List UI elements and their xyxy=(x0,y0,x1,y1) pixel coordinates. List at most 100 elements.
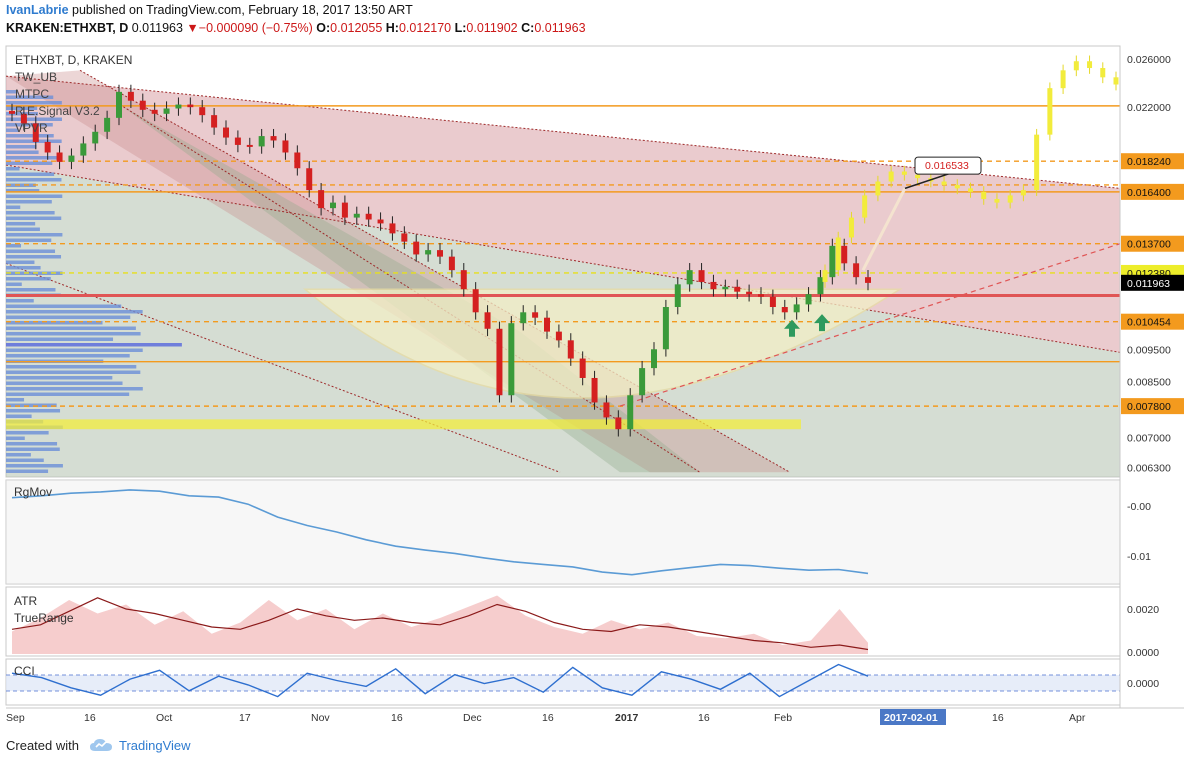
candle-body xyxy=(341,202,348,218)
candle-body xyxy=(520,312,527,324)
price-candle xyxy=(781,299,788,320)
vpvr-bar xyxy=(6,277,51,281)
projection-body xyxy=(994,198,1000,203)
candle-body xyxy=(377,219,384,224)
vpvr-bar xyxy=(6,442,58,446)
price-candle xyxy=(627,388,634,437)
price-candle xyxy=(223,120,229,145)
candle-body xyxy=(532,312,539,318)
cci-axis-label: 0.0000 xyxy=(1127,678,1159,690)
footer: Created with TradingView xyxy=(6,737,191,753)
price-axis-tag xyxy=(1121,153,1184,170)
projection-body xyxy=(981,191,987,199)
cci-line xyxy=(11,663,869,698)
tradingview-brand-link[interactable]: TradingView xyxy=(118,737,191,753)
candle-body xyxy=(104,117,111,132)
price-candle xyxy=(270,128,277,148)
price-candle xyxy=(662,299,669,357)
projection-body xyxy=(968,188,973,192)
author-link[interactable]: IvanLabrie xyxy=(6,3,69,17)
candle-body xyxy=(306,168,313,191)
candle-body xyxy=(68,155,75,162)
forecast-arrow xyxy=(861,187,907,271)
vpvr-bar xyxy=(6,95,54,99)
candle-body xyxy=(187,104,194,108)
projection-candle xyxy=(1073,55,1079,77)
vpvr-bar xyxy=(6,354,130,358)
projection-candle xyxy=(835,231,841,276)
vpvr-bar xyxy=(6,370,141,374)
price-candle xyxy=(865,270,871,291)
vpvr-bar xyxy=(6,431,49,435)
vpvr-bar xyxy=(6,409,61,413)
candle-body xyxy=(627,395,634,430)
price-axis-label: 0.022000 xyxy=(1127,102,1171,114)
price-candle xyxy=(139,93,146,118)
price-candle xyxy=(116,84,122,126)
projection-candle xyxy=(1100,62,1106,84)
vpvr-bar xyxy=(6,381,123,385)
price-candle xyxy=(496,321,503,403)
vpvr-bar xyxy=(6,249,56,253)
price-candle xyxy=(639,360,646,403)
low-label: L: xyxy=(454,21,467,35)
projection-body xyxy=(915,174,921,179)
candle-body xyxy=(270,136,277,141)
price-axis-tag xyxy=(1121,183,1184,200)
projection-candle xyxy=(1034,128,1040,196)
candle-body xyxy=(389,223,396,234)
projection-candle xyxy=(822,264,828,288)
vpvr-bar xyxy=(6,134,54,138)
projection-body xyxy=(941,181,947,185)
vpvr-bar xyxy=(6,211,55,215)
price-candle xyxy=(199,100,206,123)
chart-canvas[interactable]: 0.016533 ETHXBT, D, KRAKEN TW_UB MTPC R.E.Si… xyxy=(0,40,1184,730)
candle-body xyxy=(615,417,622,430)
candle-body xyxy=(484,312,491,329)
price-candle xyxy=(413,234,420,262)
vpvr-bar xyxy=(6,101,62,105)
vpvr-bar xyxy=(6,117,62,121)
candle-body xyxy=(282,140,289,153)
time-axis-label: Sep xyxy=(6,712,25,724)
open-value: 0.012055 xyxy=(330,21,383,35)
price-axis-label: 0.010454 xyxy=(1127,317,1171,329)
truerange-title: TrueRange xyxy=(14,611,74,625)
candle-body xyxy=(734,286,741,292)
price-candle xyxy=(722,279,729,297)
time-axis-label: Dec xyxy=(463,712,482,724)
vpvr-bar xyxy=(6,387,143,391)
candle-body xyxy=(80,143,87,156)
price-candle xyxy=(805,287,812,312)
candle-body xyxy=(163,108,170,114)
price-candle xyxy=(841,238,848,271)
price-candle xyxy=(92,124,99,151)
time-axis-label: 16 xyxy=(542,712,554,724)
candle-body xyxy=(746,291,753,295)
price-candle xyxy=(532,305,539,325)
vpvr-bar xyxy=(6,123,53,127)
candle-body xyxy=(330,202,336,209)
projection-candle xyxy=(848,211,854,244)
price-candle xyxy=(591,370,598,410)
vpvr-bar xyxy=(6,145,37,149)
vpvr-bar xyxy=(6,216,62,220)
price-candle xyxy=(234,130,241,153)
price-axis-label: 0.026000 xyxy=(1127,54,1171,66)
vpvr-bar xyxy=(6,315,131,319)
projection-candle xyxy=(954,179,960,195)
candle-body xyxy=(32,123,39,142)
time-axis-label: 16 xyxy=(992,712,1004,724)
price-axis-label: 0.018240 xyxy=(1127,156,1171,168)
price-candle xyxy=(9,103,15,122)
vpvr-bar xyxy=(6,332,141,336)
candle-body xyxy=(318,190,325,209)
vpvr-bar xyxy=(6,464,63,468)
candle-body xyxy=(567,340,574,359)
projection-candle xyxy=(1087,55,1093,74)
tradingview-cloud-icon xyxy=(89,739,112,751)
candle-body xyxy=(805,294,812,305)
price-candle xyxy=(56,145,63,170)
close-label: C: xyxy=(521,21,535,35)
price-candle xyxy=(793,297,800,320)
